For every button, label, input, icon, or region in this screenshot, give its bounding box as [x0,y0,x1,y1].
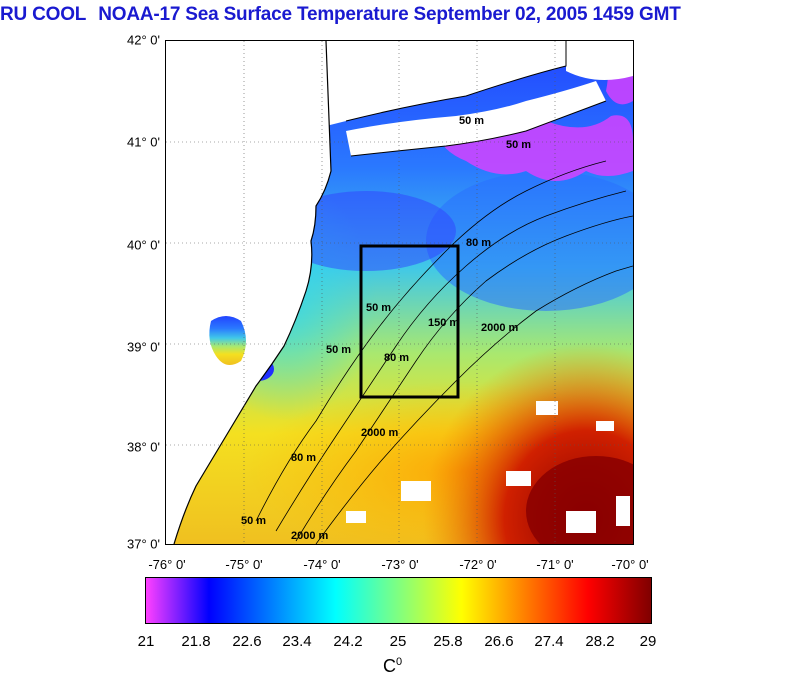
colorbar-tick: 24.2 [333,633,363,650]
colorbar-tick: 26.6 [484,633,514,650]
contour-label: 2000 m [481,322,519,334]
colorbar-tick: 25.8 [433,633,463,650]
lon-tick-label: -70° 0' [611,557,649,572]
title-group: RU COOL [0,4,87,25]
contour-label: 50 m [366,302,391,314]
contour-label: 2000 m [291,530,329,542]
land [166,41,331,544]
contour-label: 150 m [428,317,459,329]
colorbar-tick: 28.2 [585,633,615,650]
contour-label: 50 m [459,115,484,127]
temperature-colorbar [145,577,652,624]
colorbar-tick: 21.8 [181,633,211,650]
contour-label: 50 m [506,139,531,151]
lon-tick-label: -74° 0' [303,557,341,572]
contour-label: 50 m [241,515,266,527]
colorbar-tick: 22.6 [232,633,262,650]
coastline [173,41,332,544]
lon-tick-label: -76° 0' [148,557,186,572]
colorbar-tick: 23.4 [282,633,312,650]
study-area-box [359,244,460,399]
contour-label: 80 m [384,352,409,364]
colorbar-tick: 21 [137,633,155,650]
colorbar-tick: 29 [639,633,657,650]
lat-tick-label: 41° 0' [127,134,160,150]
contour-label: 80 m [466,237,491,249]
lat-tick-label: 37° 0' [127,536,160,552]
contour-label: 80 m [291,452,316,464]
sst-map: 50 m 50 m 50 m 50 m 80 m 80 m 150 m 150 … [165,40,634,545]
colorbar-unit: C0 [383,656,403,676]
long-island [346,81,606,156]
lat-tick-label: 42° 0' [127,32,160,48]
map-title: RU COOL NOAA-17 Sea Surface Temperature S… [0,4,800,26]
title-text: NOAA-17 Sea Surface Temperature Septembe… [98,4,681,25]
lon-tick-label: -73° 0' [381,557,419,572]
lon-tick-label: -75° 0' [225,557,263,572]
lon-tick-label: -72° 0' [459,557,497,572]
colorbar-tick: 25 [389,633,407,650]
clouds [346,401,630,533]
isobaths [255,160,633,544]
lat-tick-label: 38° 0' [127,439,160,455]
lon-tick-label: -71° 0' [536,557,574,572]
lat-tick-label: 39° 0' [127,339,160,355]
contour-label: 50 m [326,344,351,356]
lat-tick-label: 40° 0' [127,237,160,253]
colorbar-tick: 27.4 [534,633,564,650]
contour-label: 2000 m [361,427,399,439]
